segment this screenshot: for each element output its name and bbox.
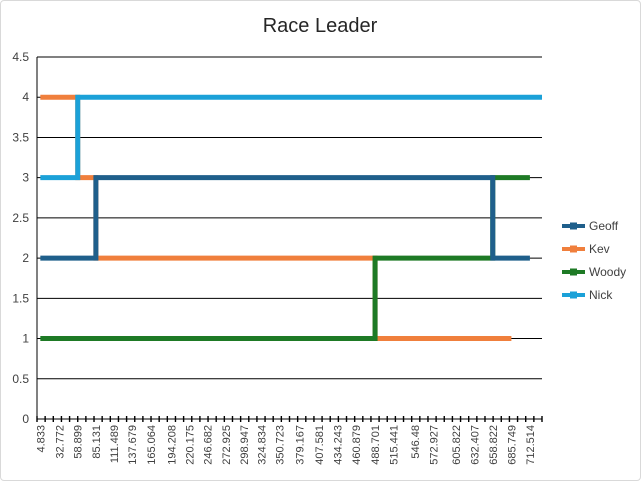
x-tick-label: 546.48 <box>410 425 422 459</box>
x-tick-label: 572.927 <box>428 425 440 465</box>
x-tick-label: 460.879 <box>351 425 363 465</box>
legend-label-woody: Woody <box>589 265 626 279</box>
y-tick-label: 2 <box>22 251 29 265</box>
legend-label-kev: Kev <box>589 242 610 256</box>
x-tick-label: 712.514 <box>525 425 537 465</box>
x-tick-label: 194.208 <box>166 425 178 465</box>
y-tick-label: 1 <box>22 332 29 346</box>
y-tick-label: 0 <box>22 412 29 426</box>
legend-marker-woody <box>570 268 577 276</box>
series-lines <box>40 94 542 342</box>
x-tick-label: 220.175 <box>184 425 196 465</box>
y-axis-ticks: 0 0.5 1 1.5 2 2.5 3 3.5 4 4.5 <box>12 50 29 426</box>
y-tick-label: 4 <box>22 90 29 104</box>
x-tick-label: 58.899 <box>73 425 85 459</box>
legend: Geoff Kev Woody Nick <box>562 219 626 302</box>
x-tick-label: 515.441 <box>389 425 401 465</box>
y-tick-label: 2.5 <box>12 211 29 225</box>
x-tick-label: 605.822 <box>451 425 463 465</box>
y-tick-label: 0.5 <box>12 372 29 386</box>
chart-title: Race Leader <box>263 15 378 37</box>
y-tick-label: 3.5 <box>12 130 29 144</box>
legend-label-nick: Nick <box>589 288 613 302</box>
series-line-woody <box>40 175 530 342</box>
x-tick-label: 272.925 <box>221 425 233 465</box>
x-tick-label: 137.679 <box>127 425 139 465</box>
x-tick-label: 350.723 <box>275 425 287 465</box>
legend-marker-kev <box>570 245 577 253</box>
x-tick-label: 488.701 <box>370 425 382 465</box>
legend-label-geoff: Geoff <box>589 219 619 233</box>
series-line-nick <box>40 94 542 181</box>
x-axis: 4.833 32.772 58.899 85.131 111.489 137.679 165… <box>35 416 543 465</box>
x-tick-label: 658.822 <box>488 425 500 465</box>
x-tick-label: 407.581 <box>314 425 326 465</box>
legend-marker-nick <box>570 291 577 299</box>
x-tick-label: 434.243 <box>332 425 344 465</box>
x-tick-label: 85.131 <box>91 425 103 459</box>
legend-marker-geoff <box>570 222 577 230</box>
x-tick-label: 111.489 <box>109 425 121 463</box>
x-tick-label: 298.947 <box>239 425 251 465</box>
series-line-geoff <box>40 175 530 261</box>
x-tick-label: 4.833 <box>35 425 47 453</box>
x-tick-label: 632.407 <box>469 425 481 465</box>
x-tick-label: 165.064 <box>146 425 158 465</box>
x-tick-label: 379.167 <box>294 425 306 465</box>
gridlines <box>36 56 542 420</box>
x-tick-label: 246.682 <box>203 425 215 465</box>
x-tick-label: 685.749 <box>506 425 518 465</box>
x-tick-label: 32.772 <box>55 425 67 459</box>
y-tick-label: 1.5 <box>12 291 29 305</box>
y-tick-label: 3 <box>22 171 29 185</box>
x-tick-label: 324.834 <box>257 425 269 465</box>
y-tick-label: 4.5 <box>12 50 29 64</box>
